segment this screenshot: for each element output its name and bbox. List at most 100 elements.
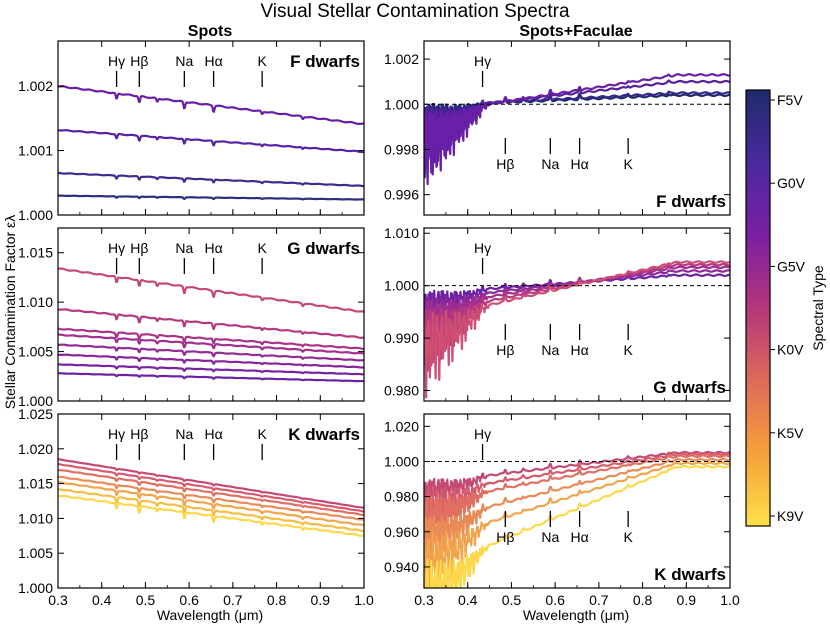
series-line — [58, 372, 364, 383]
series-line — [424, 454, 730, 556]
column-title-spots: Spots — [188, 23, 233, 40]
series-line — [424, 450, 730, 514]
series-line — [424, 79, 730, 179]
y-tick-label: 1.002 — [18, 78, 53, 94]
x-tick-label: 0.4 — [92, 592, 112, 608]
y-tick-label: 1.015 — [18, 476, 53, 492]
spectral-line-label: Hβ — [130, 426, 148, 442]
y-tick-label: 1.010 — [18, 294, 53, 310]
y-tick-label: 1.000 — [18, 580, 53, 596]
spectral-line-label: Hβ — [496, 156, 514, 172]
spectral-line-label: Hβ — [130, 53, 148, 69]
spectral-line-label: Na — [541, 529, 559, 545]
series-line — [424, 457, 730, 574]
colorbar-gradient — [745, 89, 771, 527]
series-line — [58, 267, 364, 313]
spectral-line-label: Na — [175, 53, 193, 69]
colorbar-tick-label: F5V — [777, 92, 803, 108]
series-line — [424, 260, 730, 399]
figure-title: Visual Stellar Contamination Spectra — [260, 1, 570, 22]
spectral-line-label: Hγ — [474, 240, 491, 256]
x-axis-label-left: Wavelength (μm) — [157, 607, 263, 623]
panel-faculae-g: 0.980 0.990 1.000 1.010 Hγ Hβ Na Hα K G dwarfs — [384, 225, 731, 402]
spectral-line-label: Hα — [205, 240, 223, 256]
group-label: F dwarfs — [656, 192, 726, 211]
series-line — [58, 353, 364, 369]
spectral-line-label: Na — [541, 342, 559, 358]
series-line — [58, 480, 364, 527]
spectral-line-label: Na — [541, 156, 559, 172]
series-group — [58, 267, 364, 383]
series-line — [58, 308, 364, 339]
series-group — [58, 85, 364, 201]
series-line — [424, 461, 730, 588]
y-tick-label: 1.001 — [18, 143, 53, 159]
series-line — [58, 468, 364, 517]
series-group — [424, 260, 730, 399]
spectral-line-label: Na — [175, 240, 193, 256]
y-tick-label: 1.010 — [384, 225, 419, 241]
series-group — [424, 73, 730, 186]
series-line — [58, 487, 364, 533]
x-tick-label: 0.8 — [633, 592, 653, 608]
series-line — [58, 343, 364, 362]
spectral-line-label: Hγ — [474, 426, 491, 442]
colorbar-tick-label: K5V — [777, 425, 804, 441]
spectral-line-label: Hγ — [108, 426, 125, 442]
y-tick-label: 0.940 — [384, 559, 419, 575]
spectral-type-colorbar: F5V G0V G5V K0V K5V K9V Spectral Type — [745, 89, 826, 527]
y-tick-label: 1.020 — [384, 418, 419, 434]
y-tick-label: 0.960 — [384, 524, 419, 540]
y-tick-label: 0.990 — [384, 330, 419, 346]
x-tick-label: 0.9 — [677, 592, 697, 608]
spectral-line-label: Hα — [571, 156, 589, 172]
colorbar-label: Spectral Type — [810, 265, 826, 351]
x-tick-label: 0.3 — [48, 592, 68, 608]
spectral-line-label: Hβ — [130, 240, 148, 256]
x-tick-label: 0.3 — [414, 592, 434, 608]
spectral-line-label: Na — [175, 426, 193, 442]
series-line — [58, 85, 364, 125]
y-tick-label: 1.000 — [384, 96, 419, 112]
series-line — [58, 458, 364, 509]
spectral-line-label: Hγ — [108, 240, 125, 256]
spectral-line-label: Hβ — [496, 342, 514, 358]
spectral-line-label: Hα — [205, 426, 223, 442]
series-line — [424, 262, 730, 372]
colorbar-tick-label: K9V — [777, 508, 804, 524]
x-tick-label: 0.7 — [589, 592, 609, 608]
panel-spots-k: 0.3 0.4 0.5 0.6 0.7 0.8 0.9 1.0 1.000 1.005 1.010 1… — [18, 406, 374, 608]
y-tick-label: 1.000 — [18, 207, 53, 223]
y-tick-label: 1.010 — [18, 510, 53, 526]
spectral-line-label: K — [623, 529, 633, 545]
colorbar-tick-label: G5V — [777, 258, 806, 274]
y-tick-label: 1.025 — [18, 406, 53, 422]
group-label: F dwarfs — [290, 52, 360, 71]
y-tick-label: 0.980 — [384, 383, 419, 399]
y-tick-label: 0.980 — [384, 489, 419, 505]
series-line — [58, 327, 364, 351]
series-line — [58, 128, 364, 154]
x-tick-label: 0.5 — [136, 592, 156, 608]
x-tick-label: 0.5 — [502, 592, 522, 608]
x-tick-label: 1.0 — [354, 592, 374, 608]
series-line — [424, 73, 730, 186]
series-line — [58, 194, 364, 201]
colorbar-tick-label: K0V — [777, 342, 804, 358]
column-title-faculae: Spots+Faculae — [519, 23, 632, 40]
spectral-line-label: K — [623, 156, 633, 172]
panel-faculae-k: 0.3 0.4 0.5 0.6 0.7 0.8 0.9 1.0 0.940 0.960 0.980 1… — [384, 413, 740, 608]
y-axis-label: Stellar Contamination Factor ελ — [2, 215, 18, 410]
y-tick-label: 1.000 — [18, 393, 53, 409]
spectral-line-label: K — [623, 342, 633, 358]
y-tick-label: 1.002 — [384, 51, 419, 67]
y-tick-label: 1.005 — [18, 344, 53, 360]
spectral-line-label: K — [257, 240, 267, 256]
series-line — [58, 363, 364, 376]
group-label: G dwarfs — [653, 378, 726, 397]
x-tick-label: 0.7 — [223, 592, 243, 608]
series-line — [58, 475, 364, 521]
y-tick-label: 1.005 — [18, 545, 53, 561]
